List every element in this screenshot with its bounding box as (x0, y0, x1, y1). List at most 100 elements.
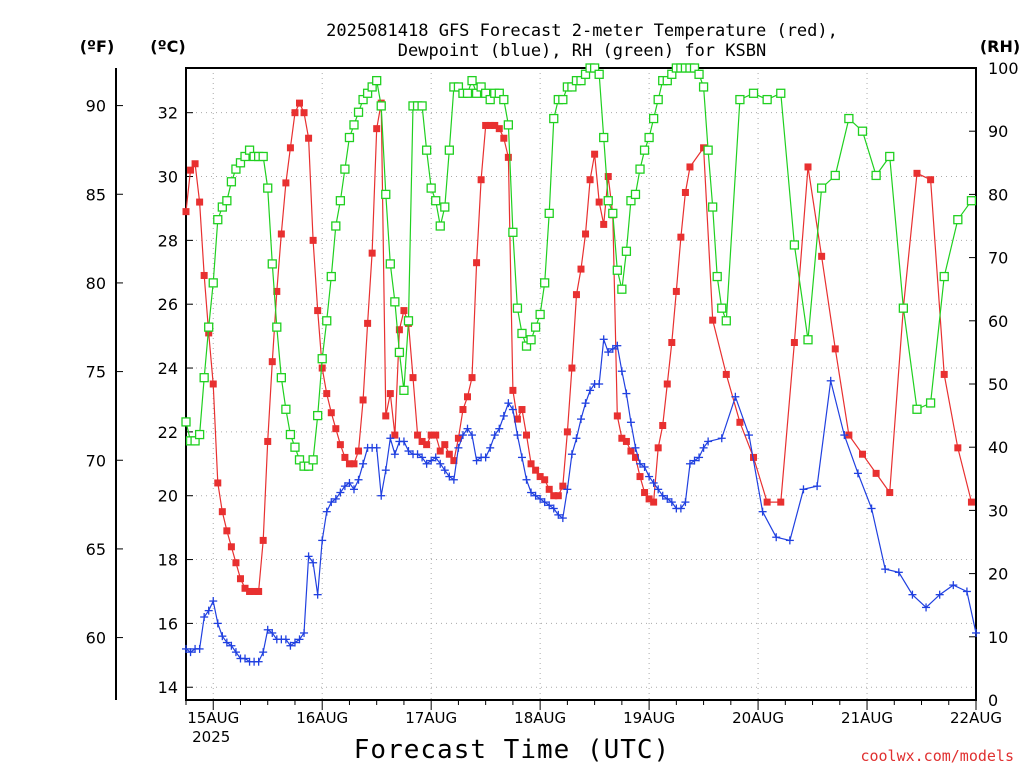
series-rh (181, 63, 977, 471)
rh-point (776, 88, 786, 98)
fahrenheit-tick-label: 65 (86, 540, 106, 559)
dewpoint-point (463, 424, 472, 433)
rh-point (803, 335, 813, 345)
temperature-point (250, 587, 258, 595)
temperature-point (668, 339, 676, 347)
dewpoint-point (685, 459, 694, 468)
temperature-point (527, 460, 535, 468)
rh-point (440, 202, 450, 212)
rh-tick-label: 0 (988, 691, 998, 710)
rh-point (644, 132, 654, 143)
temperature-point (364, 319, 372, 327)
dewpoint-point (200, 613, 209, 622)
dewpoint-point (399, 437, 408, 446)
temperature-point (191, 160, 199, 168)
rh-point (353, 107, 364, 117)
rh-tick-label: 100 (988, 59, 1019, 78)
dewpoint-point (626, 418, 635, 427)
series-dewpoint (182, 335, 980, 666)
temperature-point (445, 450, 453, 458)
temperature-point (214, 479, 222, 487)
dewpoint-point (290, 638, 299, 647)
dewpoint-point (522, 475, 531, 484)
temperature-point (286, 144, 294, 152)
temperature-point (641, 489, 649, 497)
temperature-point (886, 489, 894, 497)
rh-point (376, 101, 386, 111)
temperature-point (318, 364, 326, 372)
temperature-point (631, 453, 639, 461)
fahrenheit-tick-label: 70 (86, 451, 106, 470)
dewpoint-point (663, 494, 672, 503)
rh-point (830, 170, 840, 181)
rh-point (272, 322, 282, 332)
dewpoint-point (504, 399, 513, 408)
rh-point (426, 183, 436, 193)
dewpoint-point (508, 405, 517, 414)
temperature-point (459, 406, 467, 414)
dewpoint-point (690, 456, 699, 465)
dewpoint-point (295, 635, 304, 644)
rh-point (317, 354, 327, 364)
dewpoint-point (536, 494, 545, 503)
temperature-point (236, 575, 244, 583)
dewpoint-point (204, 606, 213, 615)
dewpoint-point (527, 488, 536, 497)
temperature-point (554, 492, 562, 500)
dewpoint-point (313, 590, 322, 599)
celsius-tick-label: 14 (158, 678, 178, 697)
rh-point (399, 385, 409, 395)
dewpoint-point (813, 482, 822, 491)
dewpoint-point (300, 628, 309, 637)
temperature-point (382, 412, 390, 420)
temperature-point (255, 587, 263, 595)
dewpoint-point (731, 392, 740, 401)
temperature-point (291, 109, 299, 117)
dewpoint-point (331, 494, 340, 503)
data-series (181, 63, 980, 666)
celsius-tick-label: 16 (158, 614, 178, 633)
rh-point (340, 164, 350, 174)
dewpoint-point (540, 498, 549, 507)
x-tick-label: 20AUG (732, 709, 784, 727)
chart-title-line-1: 2025081418 GFS Forecast 2-meter Temperat… (326, 21, 838, 41)
temperature-point (582, 230, 590, 238)
temperature-point (722, 370, 730, 378)
temperature-point (232, 559, 240, 567)
temperature-point (386, 390, 394, 398)
temperature-point (355, 447, 363, 455)
rh-point (885, 151, 895, 162)
temperature-point (400, 307, 408, 315)
fahrenheit-tick-label: 75 (86, 363, 106, 382)
rh-point (276, 373, 286, 383)
dewpoint-point (595, 380, 604, 388)
dewpoint-point (608, 344, 617, 353)
dewpoint-point (349, 485, 358, 494)
temperature-point (504, 153, 512, 161)
temperature-point (500, 134, 508, 142)
temperature-point (513, 415, 521, 423)
temperature-point (441, 441, 449, 449)
dewpoint-point (259, 648, 268, 657)
temperature-point (323, 390, 331, 398)
rh-point (735, 94, 745, 105)
rh-point (762, 94, 772, 105)
temperature-point (282, 179, 290, 187)
fahrenheit-tick-label: 90 (86, 97, 106, 116)
rh-point (594, 69, 604, 79)
temperature-point (482, 121, 490, 129)
temperature-point (967, 498, 975, 506)
celsius-tick-label: 26 (158, 295, 178, 314)
temperature-point (790, 339, 798, 347)
x-axis-label: Forecast Time (UTC) (354, 735, 670, 765)
dewpoint-point (372, 443, 381, 452)
rh-point (544, 208, 554, 219)
rh-point (608, 208, 618, 219)
temperature-point (663, 380, 671, 388)
dewpoint-point (213, 619, 222, 628)
fahrenheit-tick-label: 85 (86, 185, 106, 204)
temperature-point (804, 163, 812, 171)
dewpoint-point (241, 654, 250, 663)
credit-link[interactable]: coolwx.com/models (860, 747, 1014, 765)
temperature-point (182, 208, 190, 216)
